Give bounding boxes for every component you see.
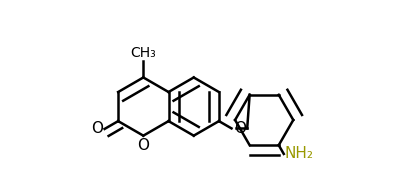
Text: CH₃: CH₃ (131, 46, 156, 60)
Text: O: O (91, 121, 103, 136)
Text: O: O (137, 138, 149, 153)
Text: O: O (234, 121, 246, 136)
Text: NH₂: NH₂ (284, 146, 313, 161)
